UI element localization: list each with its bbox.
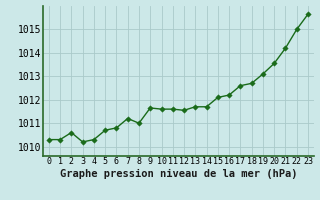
X-axis label: Graphe pression niveau de la mer (hPa): Graphe pression niveau de la mer (hPa) <box>60 169 297 179</box>
